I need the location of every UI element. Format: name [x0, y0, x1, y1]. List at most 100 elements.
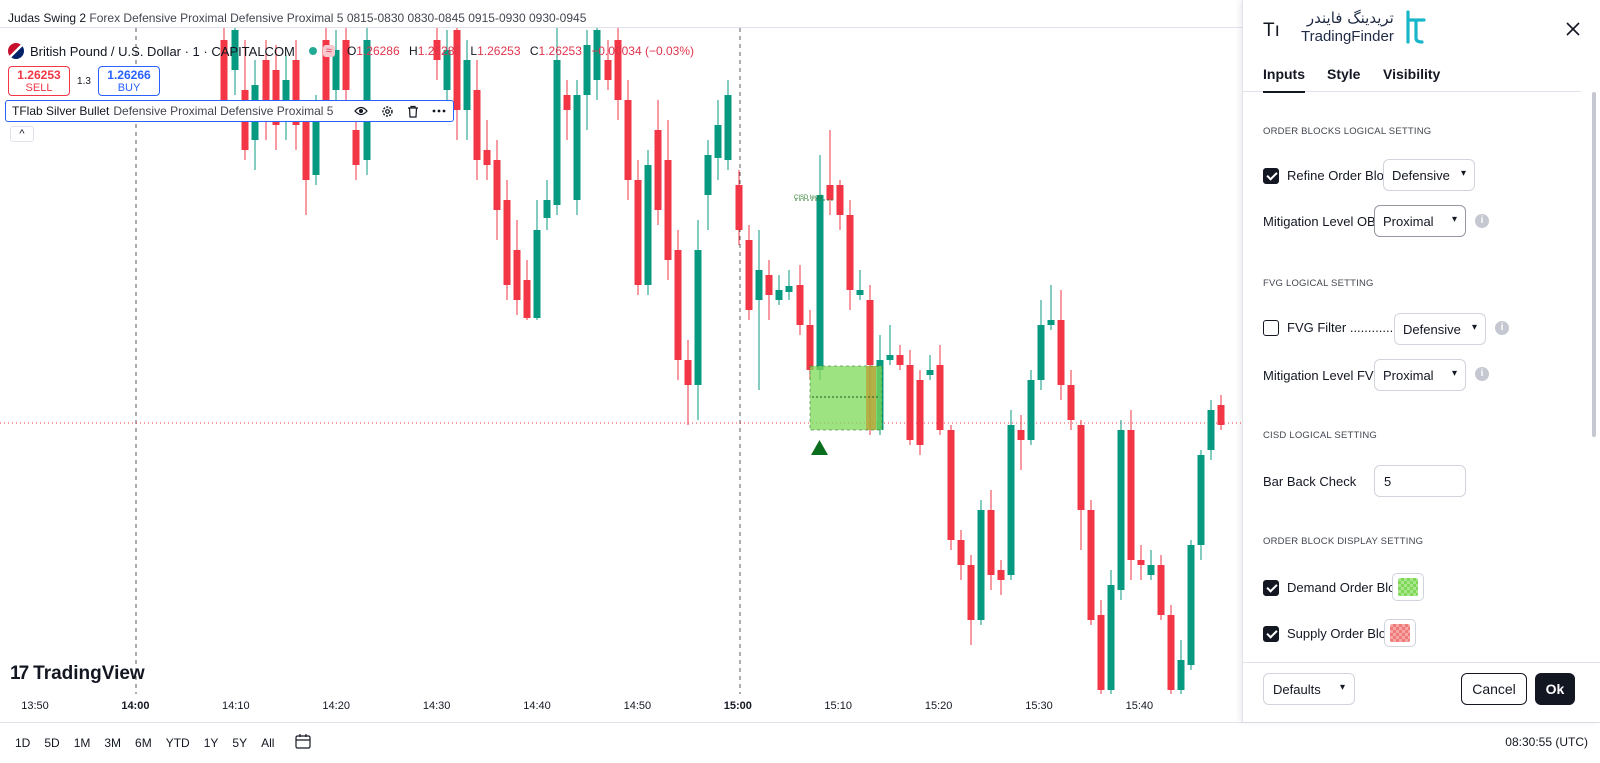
- inputs-form[interactable]: ORDER BLOCKS LOGICAL SETTING Refine Orde…: [1243, 92, 1581, 654]
- supply-order-block-label: Supply Order Block: [1287, 626, 1399, 641]
- bull-candle: [1187, 545, 1195, 665]
- bull-candle: [926, 370, 934, 375]
- bull-candle: [644, 165, 652, 285]
- collapse-legend-button[interactable]: ^: [10, 126, 34, 142]
- sell-button[interactable]: 1.26253 SELL: [8, 66, 70, 96]
- bear-candle: [846, 215, 854, 290]
- dialog-header: Tı تریدینگ فایندر TradingFinder: [1243, 0, 1600, 60]
- wave-icon[interactable]: ≈: [322, 45, 335, 57]
- range-1y[interactable]: 1Y: [203, 736, 219, 750]
- fvg-filter-checkbox[interactable]: [1263, 320, 1279, 336]
- bear-candle: [947, 430, 955, 540]
- change-value: −0.00034 (−0.03%): [591, 44, 694, 58]
- calendar-range-icon[interactable]: [295, 733, 313, 754]
- panel-scrollbar[interactable]: [1592, 92, 1596, 437]
- info-icon[interactable]: i: [1475, 367, 1489, 381]
- bull-candle: [583, 45, 591, 95]
- date-ranges: 1D 5D 1M 3M 6M YTD 1Y 5Y All: [8, 736, 281, 750]
- supply-color-fill: [1390, 624, 1410, 642]
- high-value: 1.26286: [417, 44, 462, 58]
- bear-candle: [1137, 560, 1145, 565]
- time-tick-label: 15:10: [824, 700, 852, 712]
- brand-name-fa: تریدینگ فایندر: [1306, 9, 1394, 27]
- demand-color-swatch[interactable]: [1392, 573, 1424, 601]
- bar-back-check-label: Bar Back Check: [1263, 474, 1357, 489]
- bull-candle: [785, 286, 793, 292]
- chevron-down-icon: ▾: [1451, 214, 1457, 225]
- ok-button[interactable]: Ok: [1535, 673, 1575, 705]
- info-icon[interactable]: i: [1475, 214, 1489, 228]
- range-1m[interactable]: 1M: [73, 736, 91, 750]
- dialog-footer: Defaults ▾ Cancel Ok: [1243, 662, 1600, 722]
- candlestick-chart[interactable]: CISD level: [0, 28, 1242, 694]
- bull-candle: [694, 250, 702, 385]
- indicator-name: TFlab Silver Bullet: [12, 104, 110, 118]
- bull-candle: [886, 355, 894, 360]
- cisd-level-label: CISD level: [794, 195, 822, 201]
- time-tick-label: 14:10: [222, 700, 250, 712]
- tab-style[interactable]: Style: [1327, 66, 1361, 82]
- bull-candle: [816, 195, 824, 370]
- mitigation-level-ob-select[interactable]: Proximal ▾: [1374, 205, 1466, 237]
- bear-candle: [1067, 385, 1075, 420]
- range-5y[interactable]: 5Y: [232, 736, 248, 750]
- tab-inputs[interactable]: Inputs: [1263, 66, 1305, 93]
- defaults-button[interactable]: Defaults ▾: [1263, 673, 1355, 705]
- supply-order-block-checkbox[interactable]: [1263, 626, 1279, 642]
- range-ytd[interactable]: YTD: [165, 736, 190, 750]
- bear-candle: [523, 280, 531, 318]
- buy-button[interactable]: 1.26266 BUY: [98, 66, 160, 96]
- chevron-down-icon: ▾: [1460, 168, 1466, 179]
- chart-area[interactable]: Judas Swing 2 Forex Defensive Proximal D…: [0, 0, 1242, 722]
- range-5d[interactable]: 5D: [44, 736, 60, 750]
- open-value: 1.26286: [356, 44, 400, 58]
- refine-order-block-select[interactable]: Defensive ▾: [1383, 159, 1475, 191]
- tab-visibility[interactable]: Visibility: [1383, 66, 1441, 82]
- mitigation-level-fvg-select[interactable]: Proximal ▾: [1374, 359, 1466, 391]
- trash-icon[interactable]: [405, 103, 421, 119]
- info-icon[interactable]: i: [1495, 321, 1509, 335]
- bar-back-check-input[interactable]: 5: [1374, 465, 1466, 497]
- bear-candle: [906, 365, 914, 440]
- bear-candle: [967, 565, 975, 620]
- gear-icon[interactable]: [379, 103, 395, 119]
- cancel-button[interactable]: Cancel: [1461, 673, 1527, 705]
- time-axis[interactable]: 13:50 14:00 14:10 14:20 14:30 14:40 14:50 15:00…: [0, 694, 1242, 722]
- bear-candle: [322, 40, 330, 100]
- mitigation-level-fvg-label: Mitigation Level FVG: [1263, 368, 1384, 383]
- indicator-legend[interactable]: TFlab Silver Bullet Defensive Proximal D…: [5, 100, 455, 122]
- close-icon[interactable]: [1559, 16, 1587, 44]
- bull-candle: [332, 50, 340, 90]
- fvg-filter-select[interactable]: Defensive ▾: [1394, 313, 1486, 345]
- bull-candle: [553, 60, 561, 205]
- range-3m[interactable]: 3M: [104, 736, 122, 750]
- range-6m[interactable]: 6M: [135, 736, 152, 750]
- bear-candle: [1167, 615, 1175, 690]
- indicator-params: Defensive Proximal Defensive Proximal 5: [113, 104, 334, 118]
- more-icon[interactable]: [431, 103, 447, 119]
- bull-candle: [231, 30, 239, 70]
- section-cisd-logical: CISD LOGICAL SETTING: [1263, 430, 1377, 441]
- script-title: Judas Swing 2 Forex Defensive Proximal D…: [8, 11, 586, 25]
- symbol-name[interactable]: British Pound / U.S. Dollar · 1 · CAPITA…: [30, 43, 295, 59]
- range-1d[interactable]: 1D: [15, 736, 31, 750]
- bear-candle: [272, 70, 280, 125]
- refine-order-block-checkbox[interactable]: [1263, 168, 1279, 184]
- range-all[interactable]: All: [261, 736, 275, 750]
- eye-icon[interactable]: [353, 103, 369, 119]
- bear-candle: [866, 300, 874, 365]
- time-tick-label: 15:00: [723, 700, 752, 712]
- bear-candle: [433, 40, 441, 60]
- demand-order-block-checkbox[interactable]: [1263, 580, 1279, 596]
- bull-candle: [1107, 585, 1115, 690]
- bottom-toolbar: 1D 5D 1M 3M 6M YTD 1Y 5Y All 08:30:55 (UTC): [0, 722, 1600, 763]
- supply-color-swatch[interactable]: [1384, 619, 1416, 647]
- order-block-overlap: [866, 366, 876, 430]
- bear-candle: [796, 285, 804, 325]
- demand-zone-border: [809, 365, 883, 431]
- section-order-block-display: ORDER BLOCK DISPLAY SETTING: [1263, 536, 1424, 547]
- spread-value: 1.3: [77, 75, 91, 87]
- dialog-tabs: Inputs Style Visibility: [1243, 60, 1581, 93]
- close-value: 1.26253: [538, 44, 582, 58]
- utc-clock[interactable]: 08:30:55 (UTC): [1505, 735, 1588, 749]
